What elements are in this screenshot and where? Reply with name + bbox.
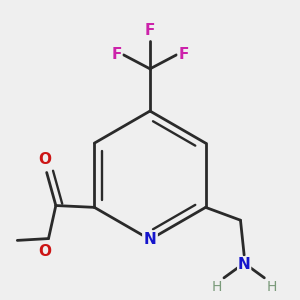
Text: N: N [144, 232, 156, 247]
Text: H: H [212, 280, 222, 294]
Text: H: H [266, 280, 277, 294]
Text: F: F [111, 47, 122, 62]
Text: F: F [178, 47, 189, 62]
Text: N: N [238, 257, 250, 272]
Text: F: F [145, 23, 155, 38]
Text: O: O [38, 152, 51, 167]
Text: O: O [38, 244, 51, 259]
